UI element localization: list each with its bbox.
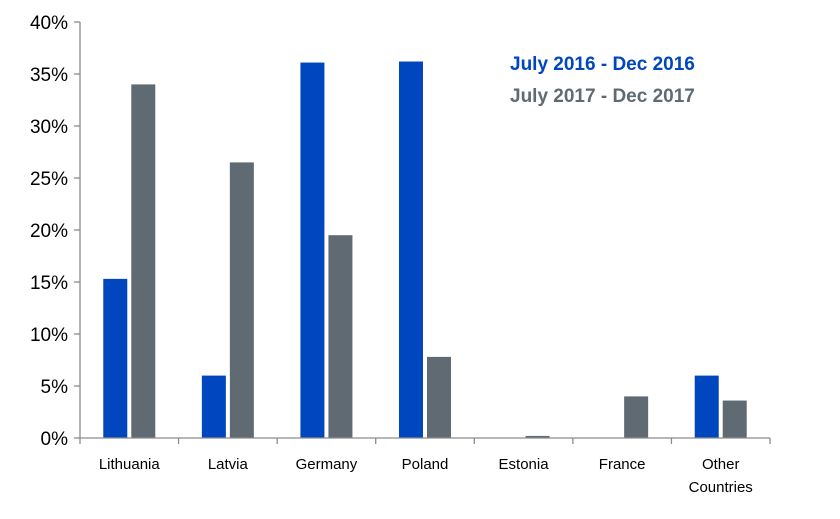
bars: [103, 61, 747, 439]
bar-2017-france: [624, 396, 649, 438]
x-tick-label: Estonia: [499, 456, 550, 473]
bar-2017-poland: [427, 356, 451, 438]
bar-2017-other-countries: [722, 400, 747, 438]
bar-2017-estonia: [525, 435, 550, 438]
bar-2017-lithuania: [131, 84, 156, 439]
x-tick-label-line: Other: [702, 456, 740, 473]
legend-entry-2016: July 2016 - Dec 2016: [510, 54, 695, 75]
x-tick-label-line: France: [599, 456, 646, 473]
x-tick-label-line: Poland: [402, 456, 449, 473]
y-axis-ticks: 0% 5% 10% 15% 20% 25% 30% 35% 40%: [30, 13, 80, 450]
x-tick-label: Lithuania: [99, 456, 161, 473]
x-tick-label-line: Latvia: [208, 456, 249, 473]
x-tick-label: France: [599, 456, 646, 473]
y-tick-label: 40%: [30, 13, 68, 34]
y-tick-label: 30%: [30, 117, 68, 138]
y-tick-label: 35%: [30, 65, 68, 86]
bar-2016-other-countries: [694, 375, 719, 438]
bar-2017-germany: [328, 235, 353, 438]
x-tick-label-line: Countries: [689, 479, 753, 496]
x-tick-label-line: Lithuania: [99, 456, 161, 473]
y-tick-label: 0%: [41, 429, 69, 450]
legend-entry-2017: July 2017 - Dec 2017: [510, 86, 695, 107]
bar-2016-poland: [399, 61, 423, 439]
y-tick-label: 10%: [30, 325, 68, 346]
y-tick-label: 15%: [30, 273, 68, 294]
x-tick-label: Latvia: [208, 456, 249, 473]
x-axis-labels: Lithuania Latvia Germany Poland Estonia Franc…: [99, 456, 753, 496]
x-tick-label: Germany: [296, 456, 358, 473]
y-tick-label: 20%: [30, 221, 68, 242]
legend: July 2016 - Dec 2016 July 2017 - Dec 2017: [510, 54, 695, 107]
bar-2017-latvia: [229, 162, 254, 438]
y-tick-label: 25%: [30, 169, 68, 190]
x-tick-label-line: Germany: [296, 456, 358, 473]
x-tick-label-line: Estonia: [499, 456, 550, 473]
x-axis-ticks: [79, 438, 771, 444]
bar-2016-latvia: [201, 375, 226, 438]
y-tick-label: 5%: [41, 377, 69, 398]
bar-2016-lithuania: [103, 278, 128, 438]
x-tick-label: Poland: [402, 456, 449, 473]
x-tick-label: Other Countries: [689, 456, 753, 496]
bar-2016-germany: [300, 62, 325, 439]
